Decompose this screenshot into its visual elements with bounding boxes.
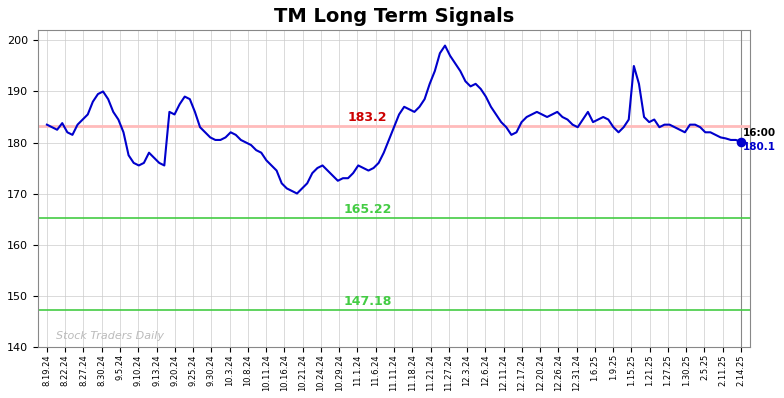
Text: Stock Traders Daily: Stock Traders Daily xyxy=(56,332,164,341)
Text: 165.22: 165.22 xyxy=(343,203,392,216)
Text: 147.18: 147.18 xyxy=(343,295,392,308)
Point xyxy=(735,139,747,145)
Text: 16:00: 16:00 xyxy=(743,128,776,138)
Title: TM Long Term Signals: TM Long Term Signals xyxy=(274,7,514,26)
Text: 180.1: 180.1 xyxy=(743,142,776,152)
Text: 183.2: 183.2 xyxy=(348,111,387,124)
